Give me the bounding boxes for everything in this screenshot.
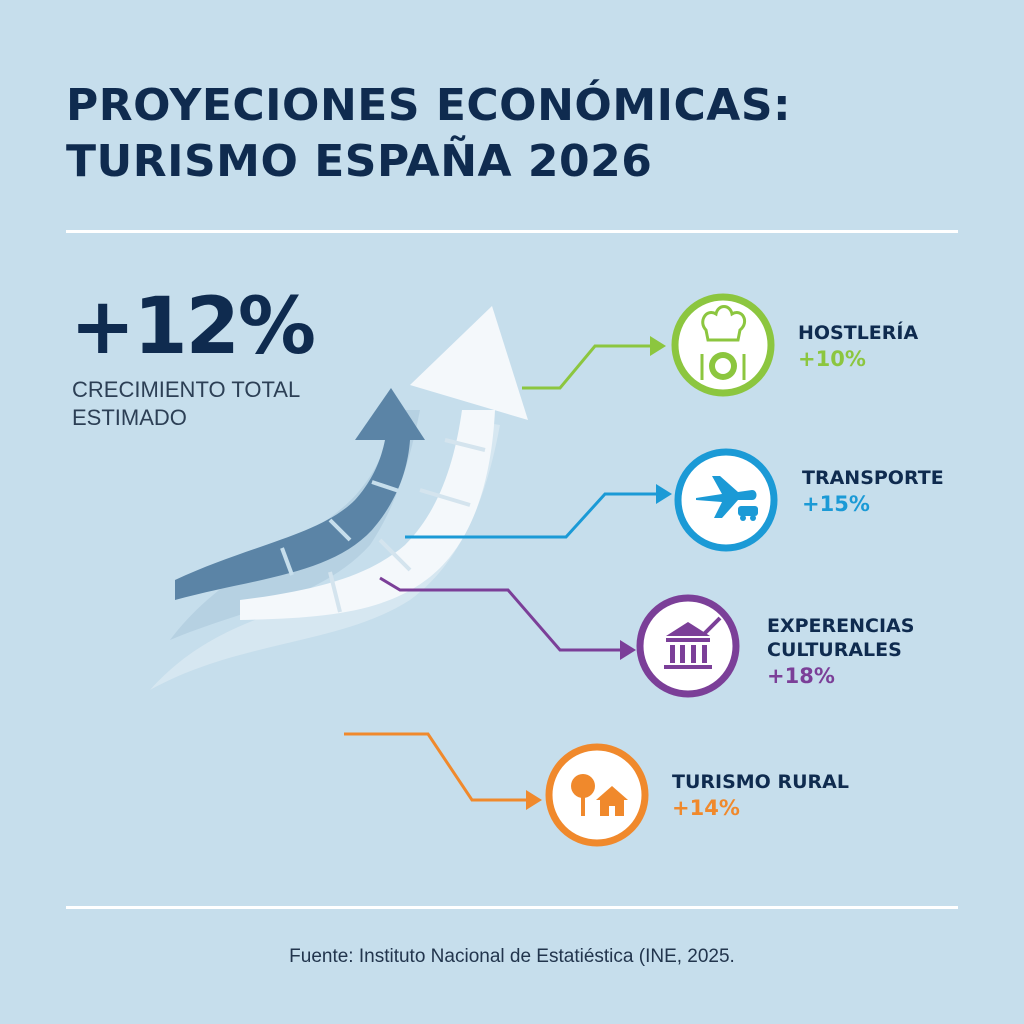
white-arrow <box>240 306 528 620</box>
connector-rural <box>344 732 542 810</box>
category-value: +18% <box>767 664 835 688</box>
source-note: Fuente: Instituto Nacional de Estatiésti… <box>289 946 735 967</box>
category-name-line-1: EXPERENCIAS <box>767 615 915 637</box>
page-title: PROYECIONES ECONÓMICAS: TURISMO ESPAÑA 2… <box>66 78 791 190</box>
tree-house-icon <box>545 743 649 847</box>
title-line-1: PROYECIONES ECONÓMICAS: <box>66 80 792 131</box>
category-rural: TURISMO RURAL +14% <box>672 770 849 822</box>
museum-brush-icon <box>636 594 740 698</box>
category-hostleria: HOSTLERÍA +10% <box>798 321 918 373</box>
chef-hat-plate-icon <box>671 293 775 397</box>
total-growth-value: +12% <box>70 282 316 372</box>
top-divider <box>66 230 958 233</box>
category-value: +15% <box>802 492 870 516</box>
category-value: +10% <box>798 347 866 371</box>
total-growth-label-line-2: ESTIMADO <box>72 405 187 430</box>
category-culturales: EXPERENCIAS CULTURALES +18% <box>767 614 914 690</box>
category-name: TRANSPORTE <box>802 467 944 489</box>
category-name: HOSTLERÍA <box>798 322 919 344</box>
category-transporte: TRANSPORTE +15% <box>802 466 944 518</box>
connector-hostleria <box>522 336 666 390</box>
category-name-line-2: CULTURALES <box>767 639 902 661</box>
total-growth-label: CRECIMIENTO TOTAL ESTIMADO <box>72 376 300 432</box>
total-growth-label-line-1: CRECIMIENTO TOTAL <box>72 377 301 402</box>
category-value: +14% <box>672 796 740 820</box>
connector-culturales <box>379 576 636 660</box>
dark-arrow <box>175 388 425 600</box>
connector-transporte <box>405 484 672 539</box>
plane-car-icon <box>674 448 778 552</box>
category-name: TURISMO RURAL <box>672 771 849 793</box>
title-line-2: TURISMO ESPAÑA 2026 <box>66 136 653 187</box>
bottom-divider <box>66 906 958 909</box>
